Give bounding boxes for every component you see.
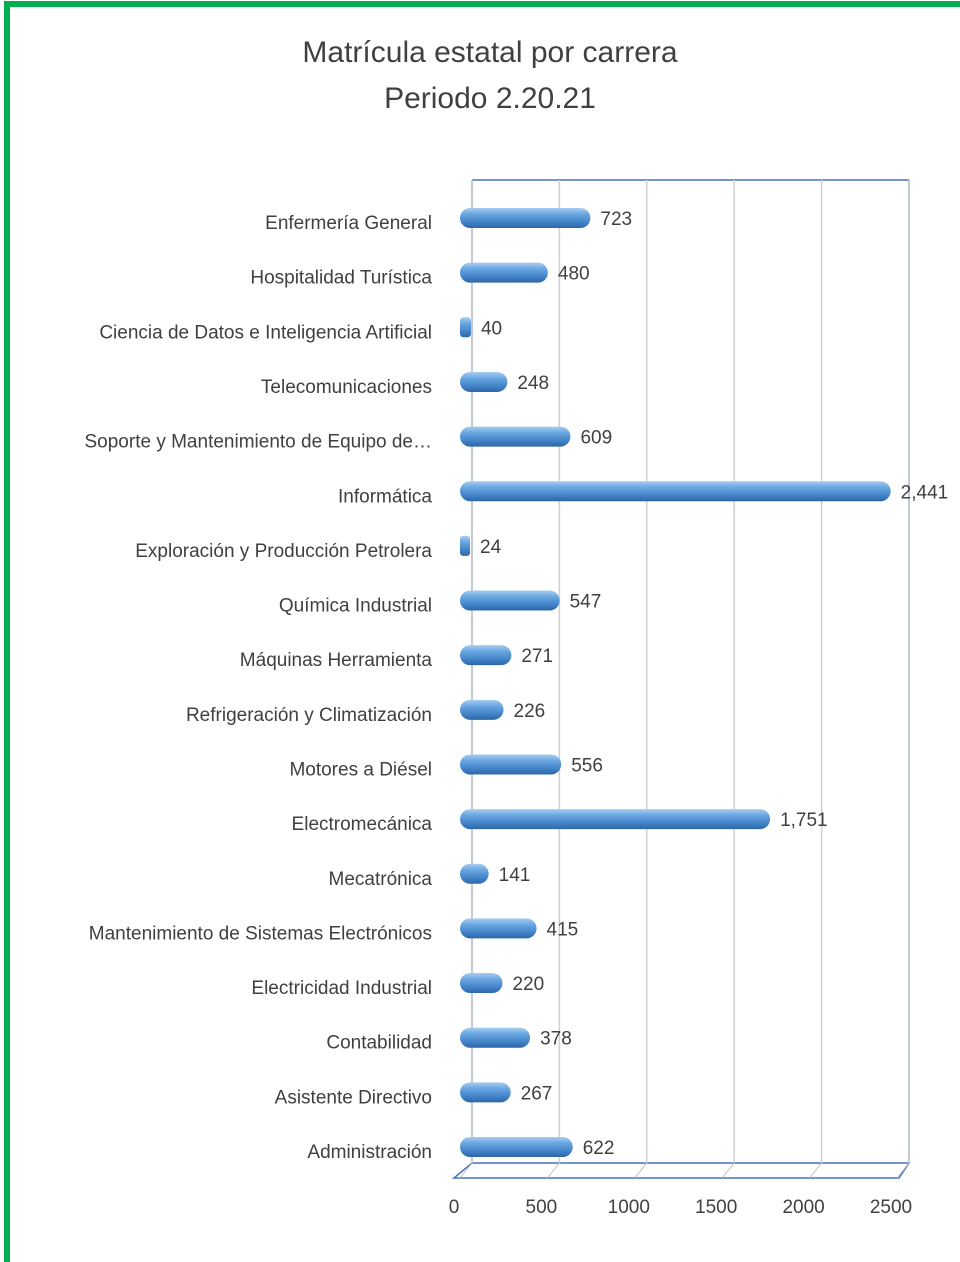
bar [460,262,548,283]
data-label: 547 [570,592,602,613]
x-tick-label: 0 [449,1197,460,1218]
data-label: 40 [481,318,502,339]
data-label: 24 [480,537,502,558]
data-label: 609 [580,428,612,449]
floor [451,1162,911,1179]
y-tick-label: Ciencia de Datos e Inteligencia Artifici… [99,322,432,343]
bar [460,371,508,392]
bar [460,918,537,939]
chart-subtitle: Periodo 2.20.21 [384,82,596,115]
bar [460,973,503,994]
data-label: 622 [583,1138,615,1159]
chart-title: Matrícula estatal por carrera [302,36,677,69]
floor-tick [809,1162,822,1179]
data-label: 2,441 [901,482,949,503]
x-tick-label: 2000 [782,1197,824,1218]
bar [460,1027,531,1048]
data-label: 226 [514,701,546,722]
data-label: 141 [499,865,531,886]
floor-tick [721,1162,735,1179]
data-label: 480 [558,264,590,285]
bar [460,535,470,556]
data-label: 248 [517,373,549,394]
floor-tick [459,1162,473,1179]
x-tick-label: 1500 [695,1197,737,1218]
y-tick-label: Electromecánica [292,814,433,835]
y-tick-label: Telecomunicaciones [261,377,432,398]
y-tick-label: Refrigeración y Climatización [186,705,432,726]
data-label: 267 [521,1083,553,1104]
bar [460,1082,511,1103]
y-tick-label: Motores a Diésel [289,759,432,780]
data-label: 556 [571,755,603,776]
y-tick-label: Informática [338,486,432,507]
x-tick-label: 2500 [870,1197,912,1218]
floor-tick [547,1162,560,1179]
y-tick-label: Mantenimiento de Sistemas Electrónicos [89,923,432,944]
data-label: 415 [547,919,579,940]
data-label: 723 [600,209,632,230]
y-tick-label: Asistente Directivo [275,1087,432,1108]
y-tick-label: Hospitalidad Turística [250,268,432,289]
y-tick-label: Mecatrónica [329,869,433,890]
bar [460,481,891,502]
bar [460,863,489,884]
y-tick-label: Soporte y Mantenimiento de Equipo de… [85,432,433,453]
x-tick-label: 1000 [608,1197,650,1218]
data-label: 271 [521,646,553,667]
y-tick-label: Máquinas Herramienta [240,650,433,671]
bar [460,699,504,720]
floor-tick [896,1162,910,1179]
data-label: 378 [540,1029,572,1050]
y-tick-label: Enfermería General [265,213,432,234]
bar [460,208,591,228]
bar [460,754,562,775]
y-tick-label: Contabilidad [326,1033,432,1054]
bar [460,590,560,611]
y-tick-label: Exploración y Producción Petrolera [135,541,432,562]
bar [460,317,471,338]
x-tick-label: 500 [526,1197,558,1218]
bar [460,1137,573,1157]
bar [460,809,771,830]
y-tick-label: Electricidad Industrial [251,978,432,999]
y-tick-label: Química Industrial [279,596,432,617]
bar [460,645,512,666]
data-label: 220 [512,974,544,995]
y-tick-label: Administración [307,1142,432,1163]
data-label: 1,751 [780,810,828,831]
bar [460,426,571,447]
frame [4,1,960,1262]
floor-tick [634,1162,648,1179]
